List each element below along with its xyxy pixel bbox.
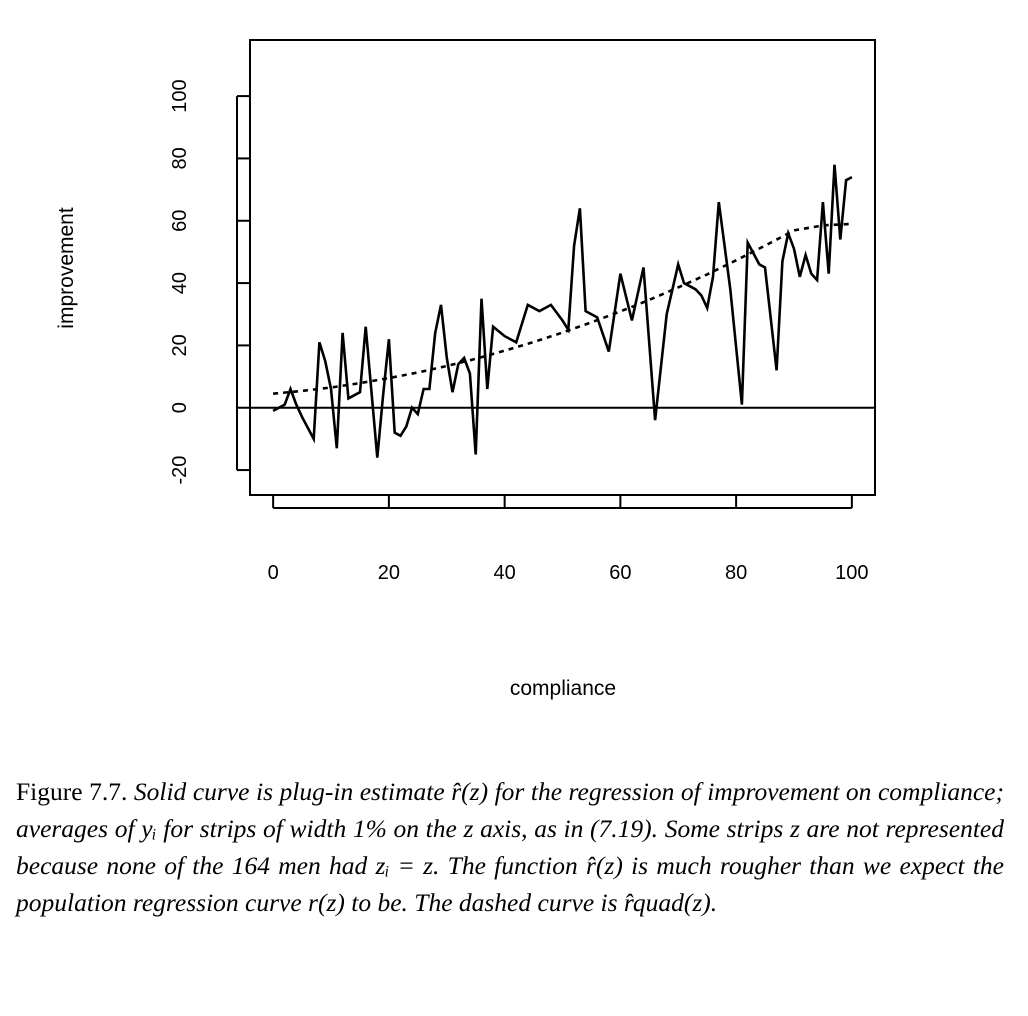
x-tick-label: 0 xyxy=(268,562,279,584)
x-tick-label: 40 xyxy=(494,562,516,584)
y-tick-label: 40 xyxy=(169,272,191,294)
x-tick-label: 20 xyxy=(378,562,400,584)
x-tick-label: 60 xyxy=(609,562,631,584)
y-tick-label: 100 xyxy=(169,79,191,112)
y-tick-label: 60 xyxy=(169,210,191,232)
x-axis: 0 20 40 60 80 100 xyxy=(268,496,869,584)
figure-caption: Figure 7.7. Solid curve is plug-in estim… xyxy=(16,773,1004,921)
x-tick-label: 80 xyxy=(725,562,747,584)
y-tick-label: 0 xyxy=(169,402,191,413)
series-group xyxy=(272,164,853,458)
y-tick-label: 20 xyxy=(169,334,191,356)
x-axis-label: compliance xyxy=(510,677,616,700)
caption-lead: Figure 7.7. xyxy=(16,777,128,806)
y-axis: -20 0 20 40 60 80 100 xyxy=(169,79,249,485)
y-tick-label: -20 xyxy=(169,456,191,485)
solid-series-line xyxy=(272,164,853,458)
dashed-series-line xyxy=(272,222,852,395)
caption-body: Solid curve is plug-in estimate r̂(z) fo… xyxy=(16,777,1004,917)
x-tick-label: 100 xyxy=(835,562,868,584)
plot-frame xyxy=(249,39,876,496)
y-tick-label: 80 xyxy=(169,147,191,169)
y-axis-label: improvement xyxy=(55,207,78,329)
